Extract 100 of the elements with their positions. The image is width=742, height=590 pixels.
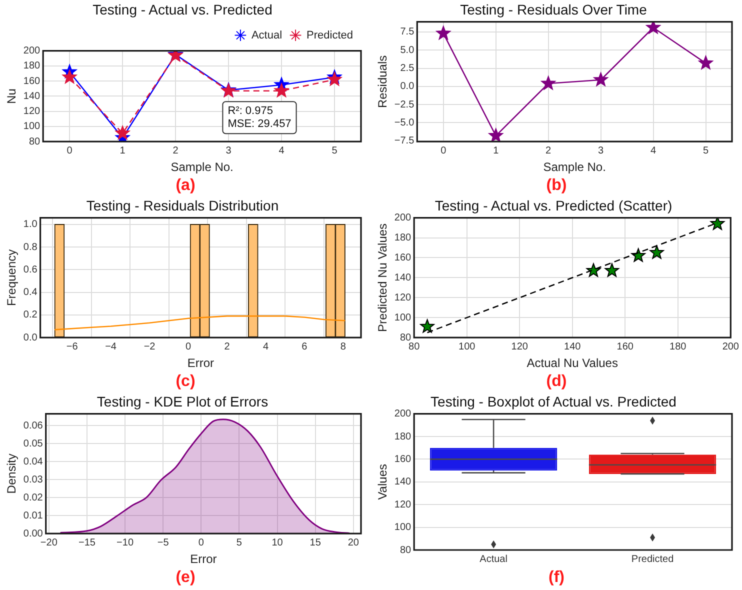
y-axis-title: Predicted Nu Values: [376, 223, 390, 332]
x-tick-label: 1: [493, 145, 500, 156]
annotation: R²: 0.975 MSE: 29.457: [228, 105, 292, 130]
y-axis-title: Nu: [4, 88, 19, 104]
y-axis-title: Values: [376, 464, 390, 500]
x-tick-label: 10: [272, 537, 284, 548]
x-tick-label: 15: [310, 537, 322, 548]
y-tick-label: 120: [394, 499, 412, 510]
x-tick-label: 2: [224, 341, 230, 352]
x-axis-title: Error: [187, 356, 214, 370]
x-tick-label: −5: [157, 537, 170, 548]
y-tick-label: 200: [23, 46, 41, 57]
y-tick-label: −7.5: [394, 136, 415, 147]
text: (f): [548, 568, 566, 588]
y-tick-label: 180: [23, 60, 41, 72]
y-axis-title: Residuals: [376, 55, 390, 108]
x-tick-label: 100: [458, 341, 476, 352]
x-tick-label: −20: [40, 537, 58, 548]
x-tick-label: 4: [650, 145, 657, 156]
x-tick-label: 0: [66, 145, 73, 156]
x-tick-label: 4: [278, 145, 285, 156]
y-tick-label: 0.03: [23, 474, 44, 486]
x-tick-label: −6: [66, 341, 78, 352]
y-tick-label: 160: [394, 454, 412, 465]
legend-label: Actual: [251, 29, 282, 42]
y-tick-label: 5.0: [400, 44, 415, 56]
x-tick-label: 5: [702, 145, 709, 156]
chart-title: Testing - Residuals Over Time: [460, 1, 648, 18]
x-tick-label: 5: [236, 537, 242, 548]
x-tick-label: 3: [598, 145, 604, 156]
chart-title: Testing - Residuals Distribution: [86, 197, 279, 214]
chart-title: Testing - Actual vs. Predicted (Scatter): [434, 197, 672, 214]
y-tick-label: 140: [394, 272, 412, 284]
y-tick-label: 100: [23, 121, 41, 132]
x-axis-title: Actual Nu Values: [526, 356, 618, 370]
y-tick-label: 0.0: [400, 81, 415, 92]
y-tick-label: 100: [394, 522, 412, 534]
y-axis-title: Density: [4, 454, 19, 494]
y-tick-label: 80: [400, 332, 412, 344]
x-axis-title: Sample No.: [543, 160, 606, 174]
y-tick-label: 140: [394, 476, 412, 488]
x-tick-label: 2: [172, 145, 179, 156]
text: (a): [174, 176, 196, 196]
y-tick-label: 160: [23, 76, 41, 87]
x-tick-label: 4: [262, 341, 269, 352]
y-tick-label: 0.02: [23, 492, 44, 504]
legend-label: Predicted: [306, 29, 354, 42]
x-tick-label: −15: [78, 537, 96, 548]
x-tick-label: 8: [340, 341, 346, 352]
y-tick-label: 0.04: [23, 456, 44, 468]
y-tick-label: 200: [394, 212, 412, 224]
text: (b): [545, 176, 568, 196]
x-tick-label: 1: [120, 145, 126, 156]
y-tick-label: 0.6: [23, 264, 38, 276]
y-tick-label: 2.5: [400, 63, 415, 74]
y-tick-label: 0.2: [23, 310, 38, 321]
y-tick-label: 0.0: [23, 332, 38, 344]
y-tick-label: 0.4: [23, 287, 38, 298]
y-tick-label: 100: [394, 312, 412, 324]
x-tick-label: 0: [198, 537, 204, 548]
x-tick-label: −2: [144, 341, 156, 352]
y-tick-label: 0.05: [23, 438, 44, 450]
x-tick-label: 200: [722, 341, 740, 352]
text: (e): [174, 568, 196, 588]
y-tick-label: 0.8: [23, 242, 38, 253]
x-tick-label: 0: [440, 145, 447, 156]
text: (c): [174, 372, 196, 392]
y-tick-label: 1.0: [23, 219, 38, 230]
x-tick-label: −4: [105, 341, 117, 352]
chart-title: Testing - Actual vs. Predicted: [92, 1, 272, 18]
y-tick-label: −5.0: [394, 117, 415, 128]
y-tick-label: 0.06: [23, 420, 44, 432]
x-axis-title: Error: [190, 552, 217, 566]
x-tick-label: 180: [670, 341, 687, 352]
y-tick-label: 180: [394, 232, 412, 244]
x-tick-label: 3: [226, 145, 232, 156]
x-tick-label: −10: [116, 537, 134, 548]
y-tick-label: −2.5: [394, 99, 415, 110]
x-tick-label: 0: [185, 341, 192, 352]
x-tick-label: 6: [302, 341, 308, 352]
chart-title: Testing - KDE Plot of Errors: [96, 393, 268, 410]
y-tick-label: 140: [23, 90, 41, 102]
x-tick-label: 5: [332, 145, 338, 156]
chart-title: Testing - Boxplot of Actual vs. Predicted: [430, 393, 676, 410]
y-axis-title: Frequency: [4, 249, 19, 306]
x-tick-label: 120: [511, 341, 528, 352]
y-tick-label: 120: [394, 292, 412, 304]
x-tick-label: 160: [616, 341, 634, 352]
y-tick-label: 80: [400, 544, 412, 556]
y-tick-label: 7.5: [400, 26, 415, 38]
y-tick-label: 160: [394, 252, 412, 264]
y-tick-label: 0.00: [23, 528, 44, 540]
y-tick-label: 200: [394, 408, 412, 420]
y-tick-label: 180: [394, 431, 412, 442]
x-tick-label: 20: [348, 537, 360, 548]
x-tick-label: 140: [564, 341, 582, 352]
text: (d): [545, 372, 568, 392]
y-tick-label: 0.01: [23, 510, 44, 522]
x-axis-title: Sample No.: [170, 160, 234, 174]
y-tick-label: 120: [23, 106, 41, 118]
